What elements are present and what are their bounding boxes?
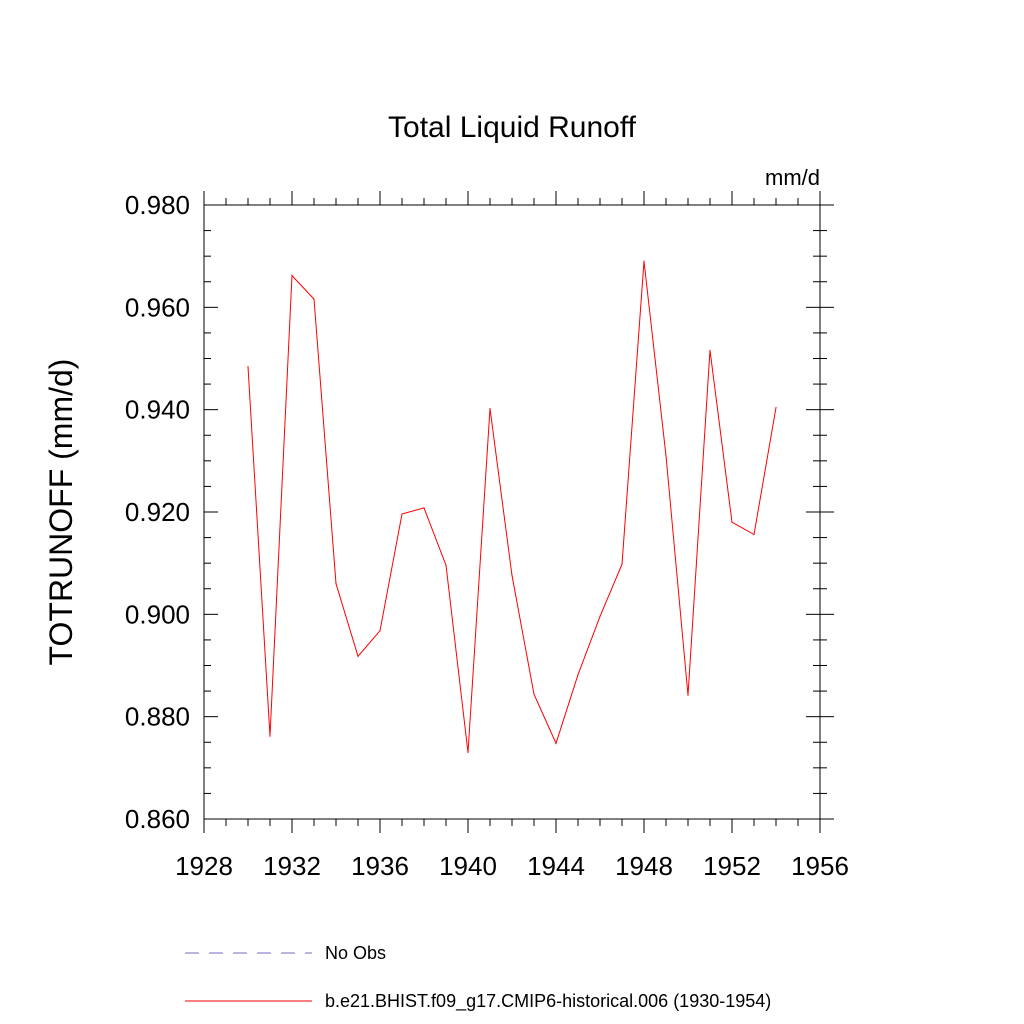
data-point	[489, 408, 491, 410]
data-point	[467, 751, 469, 754]
data-point	[291, 275, 293, 277]
y-tick-label: 0.860	[125, 804, 190, 834]
data-point	[335, 583, 337, 585]
legend-label-no-obs: No Obs	[325, 943, 386, 963]
data-point	[599, 615, 601, 617]
y-tick-label: 0.920	[125, 497, 190, 527]
y-axis-label: TOTRUNOFF (mm/d)	[43, 359, 79, 666]
data-point	[731, 521, 733, 523]
x-tick-label: 1932	[263, 851, 321, 881]
data-point	[401, 513, 403, 515]
data-point	[247, 366, 249, 368]
x-tick-label: 1948	[615, 851, 673, 881]
data-point	[775, 407, 777, 409]
data-point	[621, 563, 623, 565]
y-tick-label: 0.940	[125, 395, 190, 425]
y-tick-label: 0.900	[125, 599, 190, 629]
series-layer	[247, 260, 777, 754]
series-line	[247, 261, 777, 753]
y-tick-label: 0.960	[125, 292, 190, 322]
y-tick-label: 0.880	[125, 702, 190, 732]
data-point	[709, 349, 711, 351]
units-label: mm/d	[765, 165, 820, 190]
data-point	[313, 298, 315, 300]
legend-label-historical: b.e21.BHIST.f09_g17.CMIP6-historical.006…	[325, 991, 771, 1012]
x-tick-label: 1928	[175, 851, 233, 881]
data-point	[533, 693, 535, 695]
data-point	[445, 564, 447, 566]
data-point	[379, 630, 381, 632]
data-point	[357, 655, 359, 657]
data-point	[577, 674, 579, 676]
data-point	[687, 694, 689, 696]
x-tick-label: 1952	[703, 851, 761, 881]
data-point	[269, 735, 271, 737]
axes: 1928 1932 1936 1940 1944 1948 1952 1956 0.860 0.8…	[125, 190, 849, 881]
legend: No Obs b.e21.BHIST.f09_g17.CMIP6-histori…	[185, 943, 771, 1012]
chart-title: Total Liquid Runoff	[388, 111, 637, 144]
data-point	[511, 574, 513, 577]
data-point	[665, 455, 667, 457]
x-tick-label: 1956	[791, 851, 849, 881]
data-point	[643, 260, 645, 262]
x-tick-label: 1944	[527, 851, 585, 881]
data-point	[753, 533, 755, 536]
data-point	[423, 507, 425, 509]
y-tick-label: 0.980	[125, 190, 190, 220]
x-tick-label: 1936	[351, 851, 409, 881]
plot-frame	[203, 204, 821, 820]
x-tick-label: 1940	[439, 851, 497, 881]
data-point	[555, 742, 557, 744]
